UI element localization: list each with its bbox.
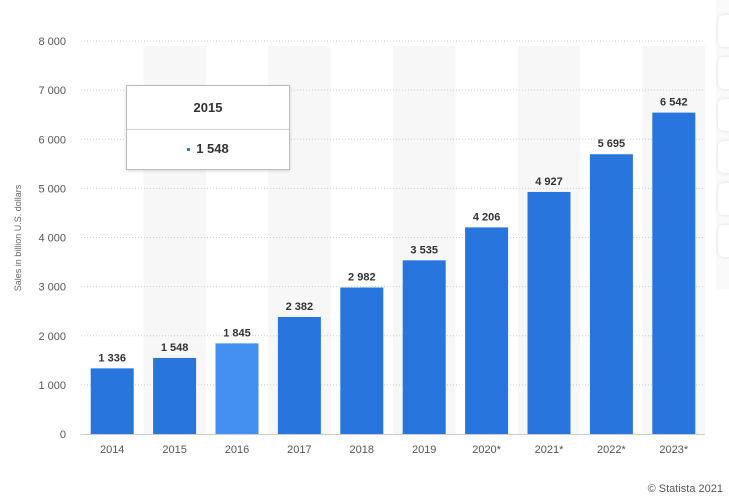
data-label: 4 927 [535,176,563,188]
toolbar-button[interactable] [718,99,729,131]
data-label: 1 845 [223,327,251,339]
y-tick-label: 1 000 [38,380,66,392]
bar-2023 [652,112,696,434]
data-label: 2 382 [286,301,314,313]
y-tick-label: 7 000 [38,85,66,97]
x-tick-label: 2022* [597,444,626,456]
bar-2017 [277,316,321,434]
x-tick-label: 2016 [225,444,249,456]
x-tick-label: 2023* [659,444,688,456]
x-tick-label: 2019 [412,444,436,456]
toolbar-button[interactable] [718,15,729,47]
data-label: 1 548 [161,342,189,354]
y-tick-label: 5 000 [38,183,66,195]
data-label: 4 206 [473,211,501,223]
toolbar-button[interactable] [718,57,729,89]
x-tick-label: 2014 [100,444,124,456]
y-tick-label: 6 000 [38,134,66,146]
data-label: 5 695 [598,138,626,150]
data-label: 1 336 [98,352,126,364]
bar-2015 [153,357,197,434]
x-tick-label: 2021* [535,444,564,456]
toolbar-button[interactable] [718,183,729,215]
bar-2020 [465,227,509,434]
y-tick-label: 0 [60,429,66,441]
bar-2019 [402,260,446,434]
tooltip: 2015 1 548 [126,85,290,170]
x-tick-label: 2017 [287,444,311,456]
x-tick-label: 2015 [162,444,186,456]
y-tick-label: 4 000 [38,233,66,245]
toolbar-button[interactable] [718,225,729,257]
x-tick-label: 2018 [350,444,374,456]
tooltip-value: 1 548 [196,141,229,156]
data-label: 3 535 [410,244,438,256]
data-label: 6 542 [660,97,688,109]
y-tick-label: 8 000 [38,36,66,48]
series-dot-icon [187,148,191,152]
tooltip-title: 2015 [127,86,289,130]
y-axis-label: Sales in billion U.S. dollars [13,184,23,291]
x-tick-label: 2020* [472,444,501,456]
bar-2016 [215,343,259,434]
bar-2014 [90,368,134,434]
y-tick-label: 2 000 [38,331,66,343]
credit[interactable]: © Statista 2021 [647,483,723,495]
y-tick-label: 3 000 [38,282,66,294]
toolbar-button[interactable] [718,141,729,173]
bar-2022 [589,154,633,434]
data-label: 2 982 [348,272,376,284]
bar-2018 [340,287,384,434]
bar-2021 [527,191,571,434]
